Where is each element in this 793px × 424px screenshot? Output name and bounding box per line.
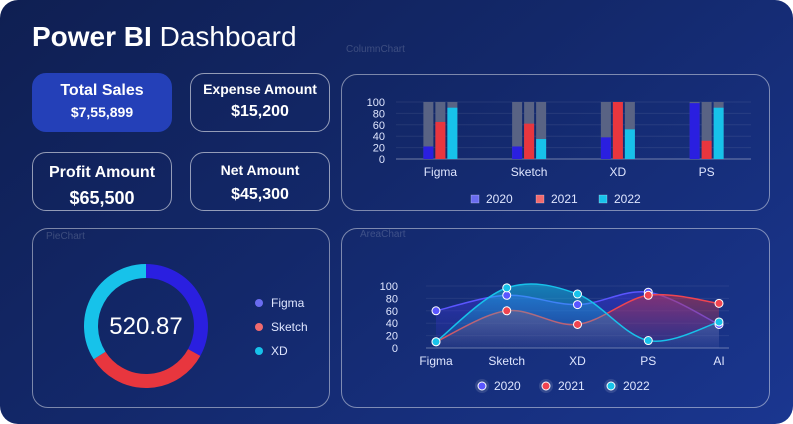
kpi-value: $15,200 (191, 103, 329, 121)
kpi-value: $45,300 (191, 186, 329, 204)
bar-2020-sketch (512, 146, 522, 159)
title-rest: Dashboard (160, 21, 297, 52)
y-tick-label: 60 (386, 306, 398, 318)
point-2020-figma (432, 307, 440, 315)
bar-2021-sketch (524, 124, 534, 159)
x-tick-label: PS (640, 354, 656, 368)
y-tick-label: 100 (367, 97, 385, 109)
legend-dot-icon (542, 382, 550, 390)
x-tick-label: Figma (419, 354, 453, 368)
legend-item-sketch[interactable]: Sketch (255, 320, 308, 334)
legend-item-figma[interactable]: Figma (255, 296, 304, 310)
bar-2021-xd (613, 102, 623, 159)
point-2022-ai (715, 318, 723, 326)
y-tick-label: 20 (373, 143, 385, 155)
page-title: Power BI Dashboard (32, 20, 297, 54)
donut-center-value: 520.87 (86, 313, 206, 341)
legend-dot-icon (607, 382, 615, 390)
bar-2021-ps (702, 141, 712, 159)
bar-2020-xd (601, 137, 611, 159)
legend-label: 2022 (623, 379, 650, 393)
point-2020-sketch (503, 291, 511, 299)
legend-label: Figma (271, 296, 304, 310)
legend-dot-icon (255, 323, 263, 331)
kpi-label: Net Amount (191, 162, 329, 178)
point-2021-ps (644, 291, 652, 299)
bar-2022-xd (625, 129, 635, 159)
kpi-card-expense-amount[interactable]: Expense Amount $15,200 (190, 73, 330, 132)
legend-label: Sketch (271, 320, 308, 334)
legend-label: XD (271, 344, 288, 358)
point-2021-ai (715, 299, 723, 307)
bar-2022-figma (447, 108, 457, 159)
point-2021-xd (574, 320, 582, 328)
legend-dot-icon (478, 382, 486, 390)
point-2022-sketch (503, 284, 511, 292)
y-tick-label: 0 (379, 154, 385, 166)
bar-2020-ps (690, 103, 700, 159)
kpi-card-net-amount[interactable]: Net Amount $45,300 (190, 152, 330, 211)
kpi-card-total-sales[interactable]: Total Sales $7,55,899 (32, 73, 172, 132)
x-tick-label: Sketch (488, 354, 525, 368)
y-tick-label: 80 (373, 108, 385, 120)
kpi-value: $65,500 (33, 188, 171, 209)
y-tick-label: 60 (373, 120, 385, 132)
legend-swatch-icon (599, 195, 607, 203)
bar-2020-figma (423, 146, 433, 159)
legend-label: 2020 (486, 192, 513, 206)
title-bold: Power BI (32, 21, 152, 52)
legend-label: 2021 (558, 379, 585, 393)
kpi-value: $7,55,899 (33, 104, 171, 120)
y-tick-label: 20 (386, 331, 398, 343)
point-2022-xd (574, 290, 582, 298)
kpi-label: Expense Amount (191, 81, 329, 97)
bar-2022-ps (714, 108, 724, 159)
x-tick-label: AI (713, 354, 724, 368)
x-tick-label: Sketch (511, 165, 548, 179)
donut-slice-sketch (100, 352, 195, 381)
legend-swatch-icon (471, 195, 479, 203)
y-tick-label: 100 (380, 281, 398, 293)
legend-label: 2021 (551, 192, 578, 206)
legend-label: 2022 (614, 192, 641, 206)
legend-dot-icon (255, 347, 263, 355)
legend-label: 2020 (494, 379, 521, 393)
y-tick-label: 0 (392, 343, 398, 355)
bar-2022-sketch (536, 139, 546, 159)
bar-2021-figma (435, 122, 445, 159)
x-tick-label: XD (610, 165, 627, 179)
legend-dot-icon (255, 299, 263, 307)
point-2020-xd (574, 301, 582, 309)
y-tick-label: 40 (386, 318, 398, 330)
column-chart-caption: ColumnChart (346, 44, 405, 55)
point-2021-sketch (503, 307, 511, 315)
x-tick-label: PS (699, 165, 715, 179)
x-tick-label: Figma (424, 165, 458, 179)
y-tick-label: 40 (373, 131, 385, 143)
y-tick-label: 80 (386, 293, 398, 305)
point-2022-ps (644, 337, 652, 345)
kpi-label: Profit Amount (33, 164, 171, 182)
point-2022-figma (432, 338, 440, 346)
legend-item-xd[interactable]: XD (255, 344, 288, 358)
kpi-card-profit-amount[interactable]: Profit Amount $65,500 (32, 152, 172, 211)
legend-swatch-icon (536, 195, 544, 203)
kpi-label: Total Sales (33, 82, 171, 100)
x-tick-label: XD (569, 354, 586, 368)
